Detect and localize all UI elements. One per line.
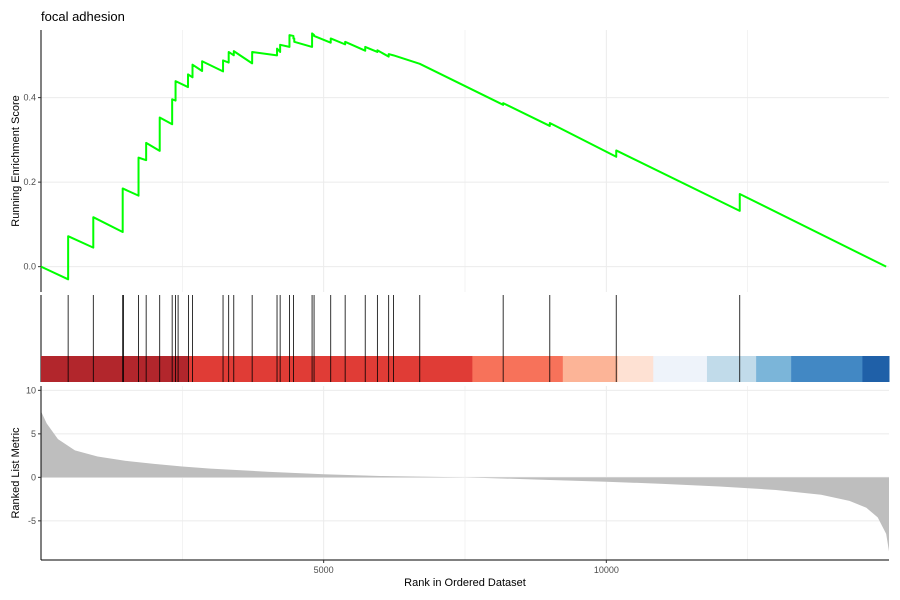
heatmap-band	[562, 356, 619, 382]
ranked-metric-panel: 10 5 0 -5	[26, 385, 889, 560]
ranked-metric-area	[41, 411, 889, 552]
ranked-y-axis-label: Ranked List Metric	[10, 427, 22, 519]
enrichment-y-tick-label: 0.2	[23, 177, 36, 187]
chart-title: focal adhesion	[41, 9, 125, 24]
enrichment-y-axis-label: Running Enrichment Score	[10, 95, 22, 226]
heatmap-band	[706, 356, 757, 382]
x-axis-label: Rank in Ordered Dataset	[404, 577, 526, 589]
x-axis: 5000 10000	[41, 559, 889, 575]
heatmap-band	[653, 356, 708, 382]
running-enrichment-score-line	[40, 32, 887, 281]
heatmap-band	[41, 356, 189, 382]
enrichment-y-tick-label: 0.0	[23, 262, 36, 272]
gridlines	[41, 30, 889, 560]
enrichment-y-tick-label: 0.4	[23, 93, 36, 103]
hits-panel	[40, 295, 890, 382]
heatmap-band	[617, 356, 654, 382]
heatmap-band	[756, 356, 792, 382]
ranked-y-tick-label: 10	[26, 385, 36, 395]
heatmap-band	[862, 356, 890, 382]
enrichment-panel: 0.0 0.2 0.4	[23, 30, 887, 292]
x-tick-label: 5000	[314, 565, 334, 575]
ranked-y-tick-label: -5	[28, 516, 36, 526]
heatmap-band	[472, 356, 564, 382]
heatmap-band	[791, 356, 863, 382]
ranked-y-tick-label: 5	[31, 429, 36, 439]
ranked-y-tick-label: 0	[31, 472, 36, 482]
x-tick-label: 10000	[594, 565, 619, 575]
